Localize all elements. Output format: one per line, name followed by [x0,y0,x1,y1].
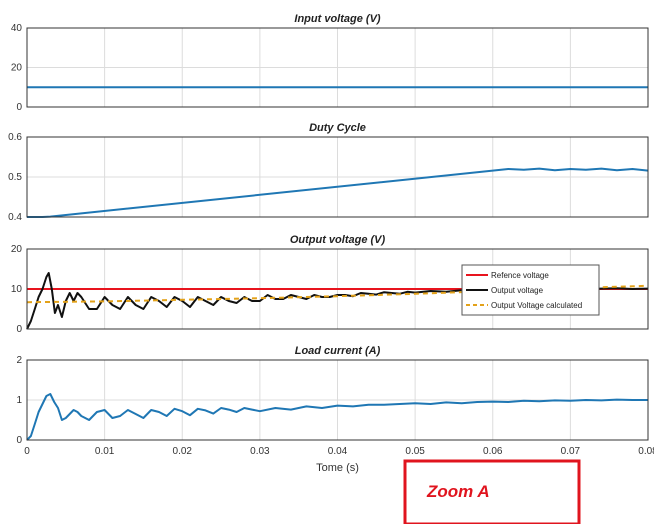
zoom-box [403,459,581,524]
x-tick-label: 0.03 [250,446,270,457]
axes-frame [26,248,649,330]
subplot-title: Load current (A) [295,345,381,357]
legend: Refence voltage Output voltage Output Volt… [461,264,600,316]
axes-frame [26,27,649,108]
y-tick-label: 10 [11,284,23,295]
y-tick-label: 0 [16,102,22,113]
axes-frame [26,136,649,218]
x-tick-label: 0.01 [95,446,115,457]
subplot-1: 0 20 40 Input voltage (V) [11,13,649,113]
y-tick-label: 20 [11,244,23,255]
y-tick-label: 0 [16,324,22,335]
legend-label: Refence voltage [491,271,549,280]
y-tick-label: 0.5 [8,172,22,183]
subplot-2: 0.4 0.5 0.6 Duty Cycle [8,122,649,223]
y-tick-label: 40 [11,23,23,34]
zoom-label: Zoom A [426,482,490,501]
x-tick-label: 0.04 [328,446,348,457]
subplot-title: Duty Cycle [309,122,366,134]
y-tick-label: 2 [16,355,22,366]
y-tick-label: 0.4 [8,212,22,223]
subplot-title: Output voltage (V) [290,234,386,246]
x-tick-label: 0.07 [561,446,581,457]
y-tick-label: 0.6 [8,132,22,143]
series-line-1 [26,393,648,441]
x-tick-label: 0.08 [638,446,654,457]
y-tick-label: 20 [11,63,23,74]
axes-frame [26,359,649,441]
x-axis-label: Tome (s) [316,462,359,474]
y-tick-label: 0 [16,435,22,446]
x-tick-label: 0.02 [173,446,193,457]
series-line-2 [26,272,649,330]
x-tick-label: 0.06 [483,446,503,457]
subplot-4: 0 1 2 Load current (A) 0 0.01 0.02 0.03 0.04 0.05… [16,345,654,474]
zoom-annotation: Zoom A [403,459,581,524]
legend-label: Output Voltage calculated [491,301,582,310]
subplot-title: Input voltage (V) [294,13,381,25]
x-tick-label: 0 [24,446,30,457]
legend-label: Output voltage [491,286,544,295]
y-tick-label: 1 [16,395,22,406]
x-tick-label: 0.05 [405,446,425,457]
